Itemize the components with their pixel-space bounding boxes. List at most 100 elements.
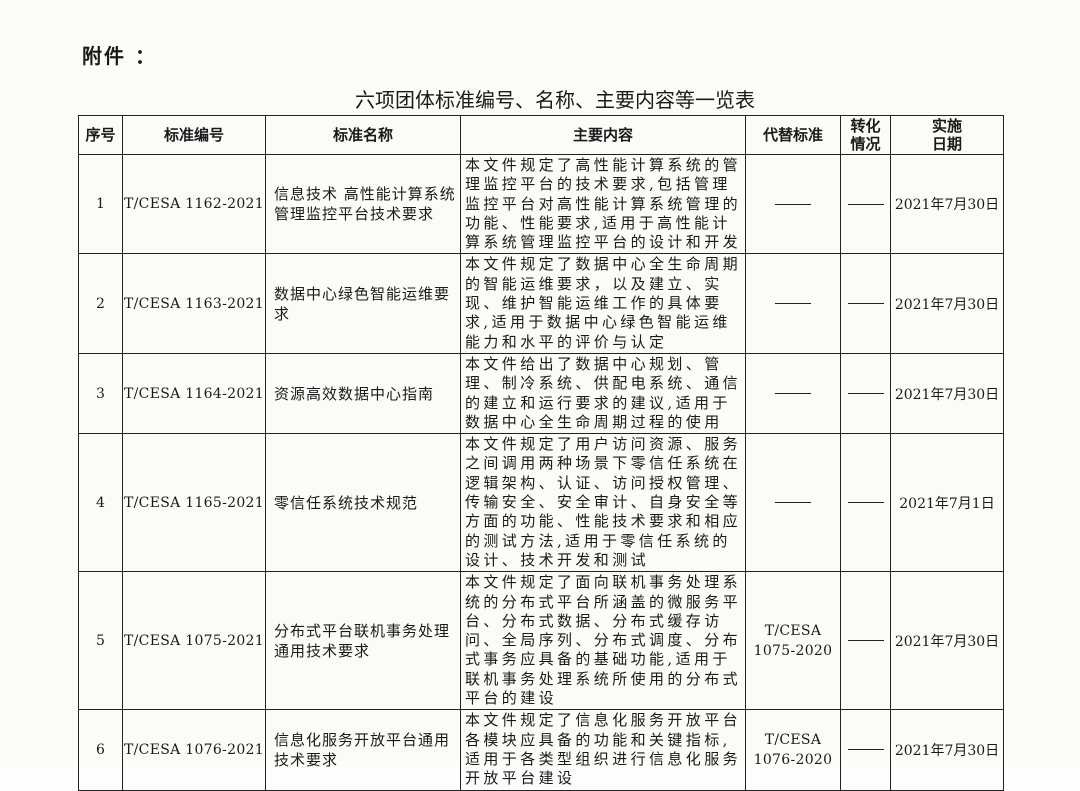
document-title: 六项团体标准编号、名称、主要内容等一览表	[355, 88, 755, 112]
dash-mark	[847, 303, 884, 305]
document-page: 附件 ： 六项团体标准编号、名称、主要内容等一览表 序号 标准编号 标准名称 主…	[78, 44, 1004, 791]
header-code: 标准编号	[122, 115, 266, 155]
table-row: 5 T/CESA 1075-2021 分布式平台联机事务处理通用技术要求 本文件规定了…	[78, 571, 1004, 711]
header-date: 实施日期	[890, 115, 1004, 155]
effective-date: 2021年7月30日	[890, 571, 1004, 711]
row-number: 5	[78, 571, 123, 711]
standard-code: T/CESA 1075-2021	[122, 571, 266, 711]
standard-code-text: T/CESA 1164-2021	[124, 385, 264, 402]
replaced-standard	[745, 352, 841, 435]
effective-date: 2021年7月30日	[890, 709, 1004, 791]
dash-mark	[775, 203, 811, 205]
row-number: 1	[78, 153, 123, 255]
replaced-standard-text: T/CESA 1076-2020	[753, 731, 833, 768]
dash-mark	[775, 303, 811, 305]
standard-name-text: 信息化服务开放平台通用技术要求	[274, 730, 451, 769]
row-number: 4	[78, 433, 123, 573]
replaced-standard-text: T/CESA 1075-2020	[753, 622, 833, 659]
conversion-status	[840, 433, 891, 573]
table-header-row: 序号 标准编号 标准名称 主要内容 代替标准 转化情况 实施日期	[78, 115, 1004, 155]
standard-code-text: T/CESA 1075-2021	[124, 632, 264, 649]
effective-date-text: 2021年7月30日	[894, 296, 1000, 313]
standard-code-text: T/CESA 1076-2021	[124, 741, 264, 758]
header-replaces: 代替标准	[745, 115, 841, 155]
standard-name-text: 信息技术 高性能计算系统管理监控平台技术要求	[274, 185, 456, 224]
standard-name-text: 资源高效数据中心指南	[274, 384, 435, 403]
effective-date-text: 2021年7月30日	[894, 197, 1000, 214]
standard-name-text: 零信任系统技术规范	[274, 493, 419, 512]
replaced-standard: T/CESA 1076-2020	[745, 709, 841, 791]
dash-mark	[847, 393, 884, 395]
header-name: 标准名称	[265, 115, 461, 155]
standard-code: T/CESA 1164-2021	[122, 352, 266, 435]
standard-name: 信息化服务开放平台通用技术要求	[265, 709, 461, 791]
main-content: 本文件给出了数据中心规划、管理、制冷系统、供配电系统、通信的建立和运行要求的建议…	[460, 352, 746, 435]
row-number-text: 4	[96, 494, 105, 511]
main-content: 本文件规定了高性能计算系统的管理监控平台的技术要求,包括管理监控平台对高性能计算…	[460, 153, 746, 255]
effective-date-text: 2021年7月1日	[899, 495, 995, 512]
dash-mark	[775, 502, 811, 504]
table-row: 6 T/CESA 1076-2021 信息化服务开放平台通用技术要求 本文件规定了信息…	[78, 709, 1004, 791]
standard-name: 信息技术 高性能计算系统管理监控平台技术要求	[265, 153, 461, 255]
effective-date: 2021年7月30日	[890, 253, 1004, 354]
table-row: 1 T/CESA 1162-2021 信息技术 高性能计算系统管理监控平台技术要求本…	[78, 153, 1004, 255]
main-content-text: 本文件规定了数据中心全生命周期的智能运维要求，以及建立、实现、维护智能运维工作的…	[465, 255, 742, 351]
row-number-text: 6	[96, 741, 105, 758]
standard-code: T/CESA 1162-2021	[122, 153, 266, 255]
effective-date: 2021年7月30日	[890, 153, 1004, 255]
header-conversion: 转化情况	[840, 115, 891, 155]
row-number-text: 5	[96, 632, 105, 649]
main-content: 本文件规定了用户访问资源、服务之间调用两种场景下零信任系统在逻辑架构、认证、访问…	[460, 433, 746, 573]
main-content: 本文件规定了信息化服务开放平台各模块应具备的功能和关键指标,适用于各类型组织进行…	[460, 709, 746, 791]
table-row: 4 T/CESA 1165-2021 零信任系统技术规范 本文件规定了用户访问资源、服…	[78, 433, 1004, 573]
standard-name: 数据中心绿色智能运维要求	[265, 253, 461, 354]
standard-name: 零信任系统技术规范	[265, 433, 461, 573]
standard-code: T/CESA 1076-2021	[122, 709, 266, 791]
main-content: 本文件规定了面向联机事务处理系统的分布式平台所涵盖的微服务平台、分布式数据、分布…	[460, 571, 746, 711]
dash-mark	[847, 502, 884, 504]
dash-mark	[847, 749, 884, 751]
dash-mark	[847, 640, 884, 642]
effective-date-text: 2021年7月30日	[894, 386, 1000, 403]
conversion-status	[840, 709, 891, 791]
replaced-standard	[745, 153, 841, 255]
table-row: 2 T/CESA 1163-2021 数据中心绿色智能运维要求 本文件规定了数据中心全…	[78, 253, 1004, 354]
table-row: 3 T/CESA 1164-2021 资源高效数据中心指南 本文件给出了数据中心规划、…	[78, 352, 1004, 435]
dash-mark	[847, 203, 884, 205]
row-number-text: 3	[96, 385, 105, 402]
effective-date: 2021年7月30日	[890, 352, 1004, 435]
main-content-text: 本文件规定了高性能计算系统的管理监控平台的技术要求,包括管理监控平台对高性能计算…	[465, 156, 742, 252]
row-number-text: 2	[96, 295, 105, 312]
conversion-status	[840, 352, 891, 435]
header-content: 主要内容	[460, 115, 746, 155]
row-number: 6	[78, 709, 123, 791]
effective-date-text: 2021年7月30日	[894, 633, 1000, 650]
effective-date: 2021年7月1日	[890, 433, 1004, 573]
main-content-text: 本文件规定了用户访问资源、服务之间调用两种场景下零信任系统在逻辑架构、认证、访问…	[465, 435, 742, 569]
standard-name: 资源高效数据中心指南	[265, 352, 461, 435]
conversion-status	[840, 153, 891, 255]
standard-code-text: T/CESA 1162-2021	[124, 196, 264, 213]
replaced-standard: T/CESA 1075-2020	[745, 571, 841, 711]
row-number: 3	[78, 352, 123, 435]
main-content-text: 本文件给出了数据中心规划、管理、制冷系统、供配电系统、通信的建立和运行要求的建议…	[465, 354, 742, 431]
main-content: 本文件规定了数据中心全生命周期的智能运维要求，以及建立、实现、维护智能运维工作的…	[460, 253, 746, 354]
main-content-text: 本文件规定了面向联机事务处理系统的分布式平台所涵盖的微服务平台、分布式数据、分布…	[465, 573, 742, 708]
standard-code-text: T/CESA 1163-2021	[124, 295, 264, 312]
replaced-standard	[745, 253, 841, 354]
attachment-label: 附件 ：	[82, 44, 157, 68]
effective-date-text: 2021年7月30日	[894, 742, 1000, 759]
standard-code-text: T/CESA 1165-2021	[124, 494, 264, 511]
row-number-text: 1	[96, 196, 105, 213]
standard-name-text: 数据中心绿色智能运维要求	[274, 284, 451, 323]
header-no: 序号	[78, 115, 123, 155]
standard-name: 分布式平台联机事务处理通用技术要求	[265, 571, 461, 711]
row-number: 2	[78, 253, 123, 354]
standard-code: T/CESA 1163-2021	[122, 253, 266, 354]
standards-table: 序号 标准编号 标准名称 主要内容 代替标准 转化情况 实施日期 1 T/CESA…	[78, 115, 1004, 791]
replaced-standard	[745, 433, 841, 573]
dash-mark	[775, 393, 811, 395]
conversion-status	[840, 253, 891, 354]
standard-code: T/CESA 1165-2021	[122, 433, 266, 573]
standard-name-text: 分布式平台联机事务处理通用技术要求	[274, 621, 451, 660]
